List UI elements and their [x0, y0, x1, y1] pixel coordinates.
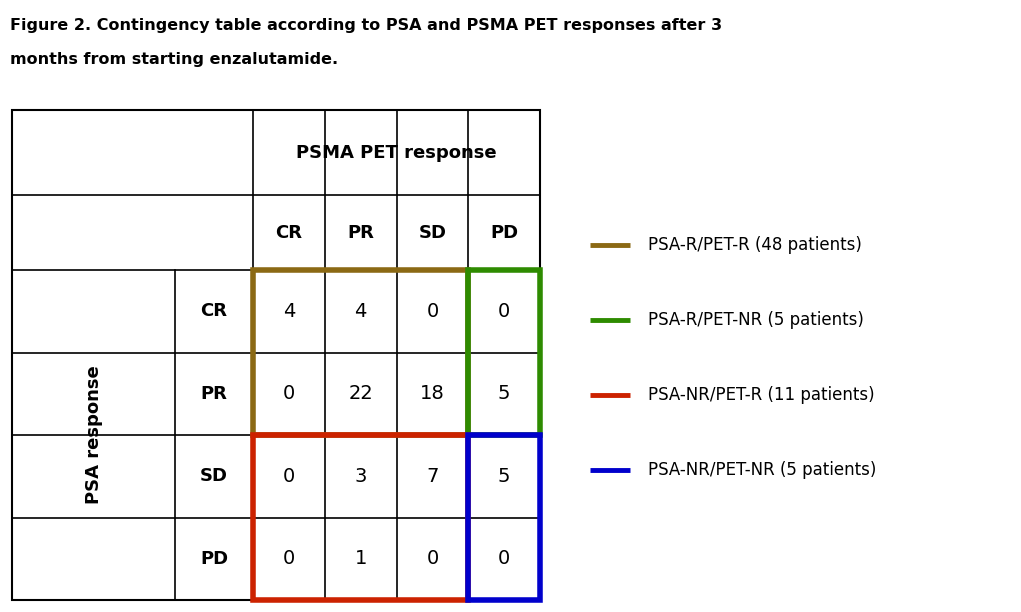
- Text: 4: 4: [354, 302, 367, 321]
- Text: 0: 0: [426, 549, 438, 569]
- Text: months from starting enzalutamide.: months from starting enzalutamide.: [10, 52, 338, 67]
- Text: 5: 5: [498, 467, 510, 486]
- Bar: [253, 270, 469, 435]
- Text: SD: SD: [200, 467, 228, 485]
- Text: 0: 0: [498, 302, 510, 321]
- Text: PSMA PET response: PSMA PET response: [296, 143, 497, 162]
- Text: 1: 1: [354, 549, 367, 569]
- Bar: [253, 435, 469, 600]
- Text: PR: PR: [347, 223, 374, 242]
- Text: 0: 0: [426, 302, 438, 321]
- Text: PD: PD: [490, 223, 519, 242]
- Text: PSA response: PSA response: [85, 365, 102, 504]
- Text: 22: 22: [348, 384, 373, 403]
- Text: CR: CR: [276, 223, 302, 242]
- Text: SD: SD: [419, 223, 446, 242]
- Text: 0: 0: [498, 549, 510, 569]
- Text: 18: 18: [420, 384, 445, 403]
- Text: PR: PR: [200, 385, 228, 403]
- Text: PSA-R/PET-NR (5 patients): PSA-R/PET-NR (5 patients): [648, 311, 864, 329]
- Bar: [469, 270, 540, 435]
- Text: 0: 0: [283, 467, 295, 486]
- Text: 0: 0: [283, 384, 295, 403]
- Text: PSA-NR/PET-NR (5 patients): PSA-NR/PET-NR (5 patients): [648, 461, 876, 479]
- Text: 0: 0: [283, 549, 295, 569]
- Text: PD: PD: [200, 550, 228, 568]
- Text: 7: 7: [426, 467, 439, 486]
- Text: 3: 3: [354, 467, 367, 486]
- Text: PSA-R/PET-R (48 patients): PSA-R/PET-R (48 patients): [648, 236, 862, 254]
- Text: Figure 2. Contingency table according to PSA and PSMA PET responses after 3: Figure 2. Contingency table according to…: [10, 18, 722, 33]
- Bar: [12, 110, 540, 600]
- Text: 5: 5: [498, 384, 510, 403]
- Text: PSA-NR/PET-R (11 patients): PSA-NR/PET-R (11 patients): [648, 386, 875, 404]
- Text: 4: 4: [283, 302, 295, 321]
- Text: CR: CR: [200, 302, 228, 320]
- Bar: [469, 435, 540, 600]
